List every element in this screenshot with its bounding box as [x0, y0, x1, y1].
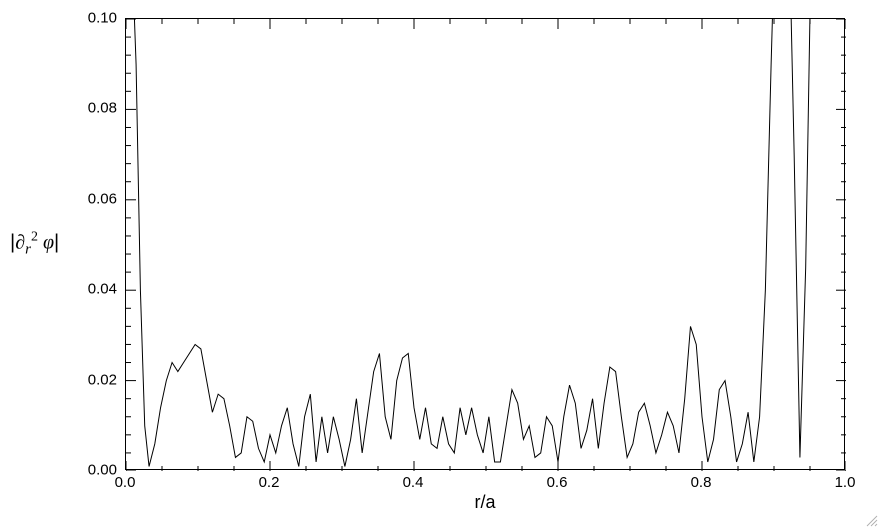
y-tick-label: 0.10	[79, 10, 117, 27]
y-tick-label: 0.00	[79, 462, 117, 479]
x-axis-label: r/a	[474, 492, 495, 513]
x-tick-label: 0.8	[691, 474, 712, 491]
x-tick-label: 0.6	[547, 474, 568, 491]
resize-handle[interactable]	[864, 513, 878, 527]
plot-svg	[126, 19, 846, 471]
y-tick-label: 0.02	[79, 371, 117, 388]
y-tick-label: 0.04	[79, 281, 117, 298]
canvas: r/a |∂r2 φ| 0.0 0.2 0.4 0.6 0.8 1.0 0.00 0.02 0.…	[0, 0, 880, 529]
y-tick-label: 0.08	[79, 100, 117, 117]
y-tick-label: 0.06	[79, 190, 117, 207]
x-tick-label: 1.0	[835, 474, 856, 491]
data-line	[126, 19, 834, 466]
y-axis-label: |∂r2 φ|	[10, 230, 59, 259]
x-tick-label: 0.0	[115, 474, 136, 491]
x-tick-label: 0.2	[259, 474, 280, 491]
x-tick-label: 0.4	[403, 474, 424, 491]
plot-area	[125, 18, 845, 470]
